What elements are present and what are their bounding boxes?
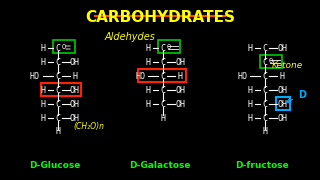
Text: OH: OH — [70, 57, 80, 66]
Text: HO: HO — [135, 71, 145, 80]
Text: C: C — [161, 71, 165, 80]
Bar — [53, 40, 75, 53]
Bar — [41, 83, 81, 96]
Text: O: O — [167, 44, 171, 50]
Text: O: O — [269, 58, 273, 64]
Text: H: H — [41, 57, 45, 66]
Text: H: H — [73, 71, 77, 80]
Text: OH: OH — [277, 86, 287, 94]
Text: H: H — [279, 71, 284, 80]
Text: C: C — [55, 44, 60, 53]
Text: H: H — [247, 44, 252, 53]
Text: C: C — [55, 86, 60, 94]
Text: OH: OH — [70, 86, 80, 94]
Text: H: H — [41, 44, 45, 53]
Bar — [260, 55, 282, 68]
Text: C: C — [161, 100, 165, 109]
Text: C: C — [262, 100, 268, 109]
Text: H: H — [178, 71, 182, 80]
Text: OH: OH — [175, 100, 185, 109]
Text: OH: OH — [70, 114, 80, 123]
Bar — [276, 97, 290, 110]
Text: C: C — [262, 86, 268, 94]
Text: H: H — [41, 86, 45, 94]
Text: OH: OH — [277, 114, 287, 123]
Text: H: H — [247, 114, 252, 123]
Text: H: H — [146, 57, 150, 66]
Text: D-Glucose: D-Glucose — [29, 161, 81, 170]
Bar — [158, 40, 180, 53]
Text: C: C — [55, 71, 60, 80]
Text: C: C — [161, 86, 165, 94]
Text: OH: OH — [277, 44, 287, 53]
Bar — [138, 69, 186, 82]
Text: OH: OH — [175, 57, 185, 66]
Text: H: H — [262, 127, 268, 136]
Text: O: O — [62, 44, 66, 50]
Text: C: C — [161, 57, 165, 66]
Text: H: H — [247, 86, 252, 94]
Text: HO: HO — [30, 71, 40, 80]
Text: H: H — [161, 114, 165, 123]
Text: Ketone: Ketone — [272, 60, 303, 69]
Text: C: C — [262, 71, 268, 80]
Text: (CH₂O)n: (CH₂O)n — [73, 122, 104, 130]
Text: H: H — [146, 86, 150, 94]
Text: D: D — [287, 90, 306, 102]
Text: H: H — [41, 100, 45, 109]
Text: C: C — [55, 100, 60, 109]
Text: OH: OH — [175, 86, 185, 94]
Text: HO: HO — [237, 71, 247, 80]
Text: C: C — [55, 57, 60, 66]
Text: H: H — [247, 100, 252, 109]
Text: C: C — [262, 57, 268, 66]
Text: OH: OH — [277, 100, 287, 109]
Text: H: H — [41, 114, 45, 123]
Text: OH: OH — [70, 100, 80, 109]
Text: H: H — [146, 100, 150, 109]
Text: C: C — [161, 44, 165, 53]
Text: H: H — [146, 44, 150, 53]
Text: C: C — [262, 114, 268, 123]
Text: D-Galactose: D-Galactose — [129, 161, 191, 170]
Text: H: H — [55, 127, 60, 136]
Text: C: C — [55, 114, 60, 123]
Text: C: C — [262, 44, 268, 53]
Text: Aldehydes: Aldehydes — [105, 32, 156, 42]
Text: CARBOHYDRATES: CARBOHYDRATES — [85, 10, 235, 25]
Text: D-fructose: D-fructose — [235, 161, 289, 170]
